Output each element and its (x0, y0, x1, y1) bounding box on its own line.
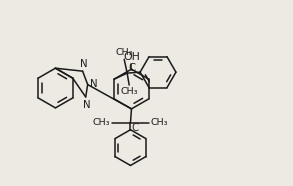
Text: CH₃: CH₃ (151, 118, 168, 127)
Text: C: C (131, 123, 138, 133)
Text: CH₃: CH₃ (115, 49, 133, 57)
Text: N: N (83, 100, 91, 110)
Text: CH₃: CH₃ (120, 87, 138, 96)
Text: C: C (128, 63, 135, 73)
Text: CH₃: CH₃ (93, 118, 110, 127)
Text: N: N (90, 78, 98, 89)
Text: OH: OH (123, 52, 140, 62)
Text: N: N (80, 59, 87, 69)
